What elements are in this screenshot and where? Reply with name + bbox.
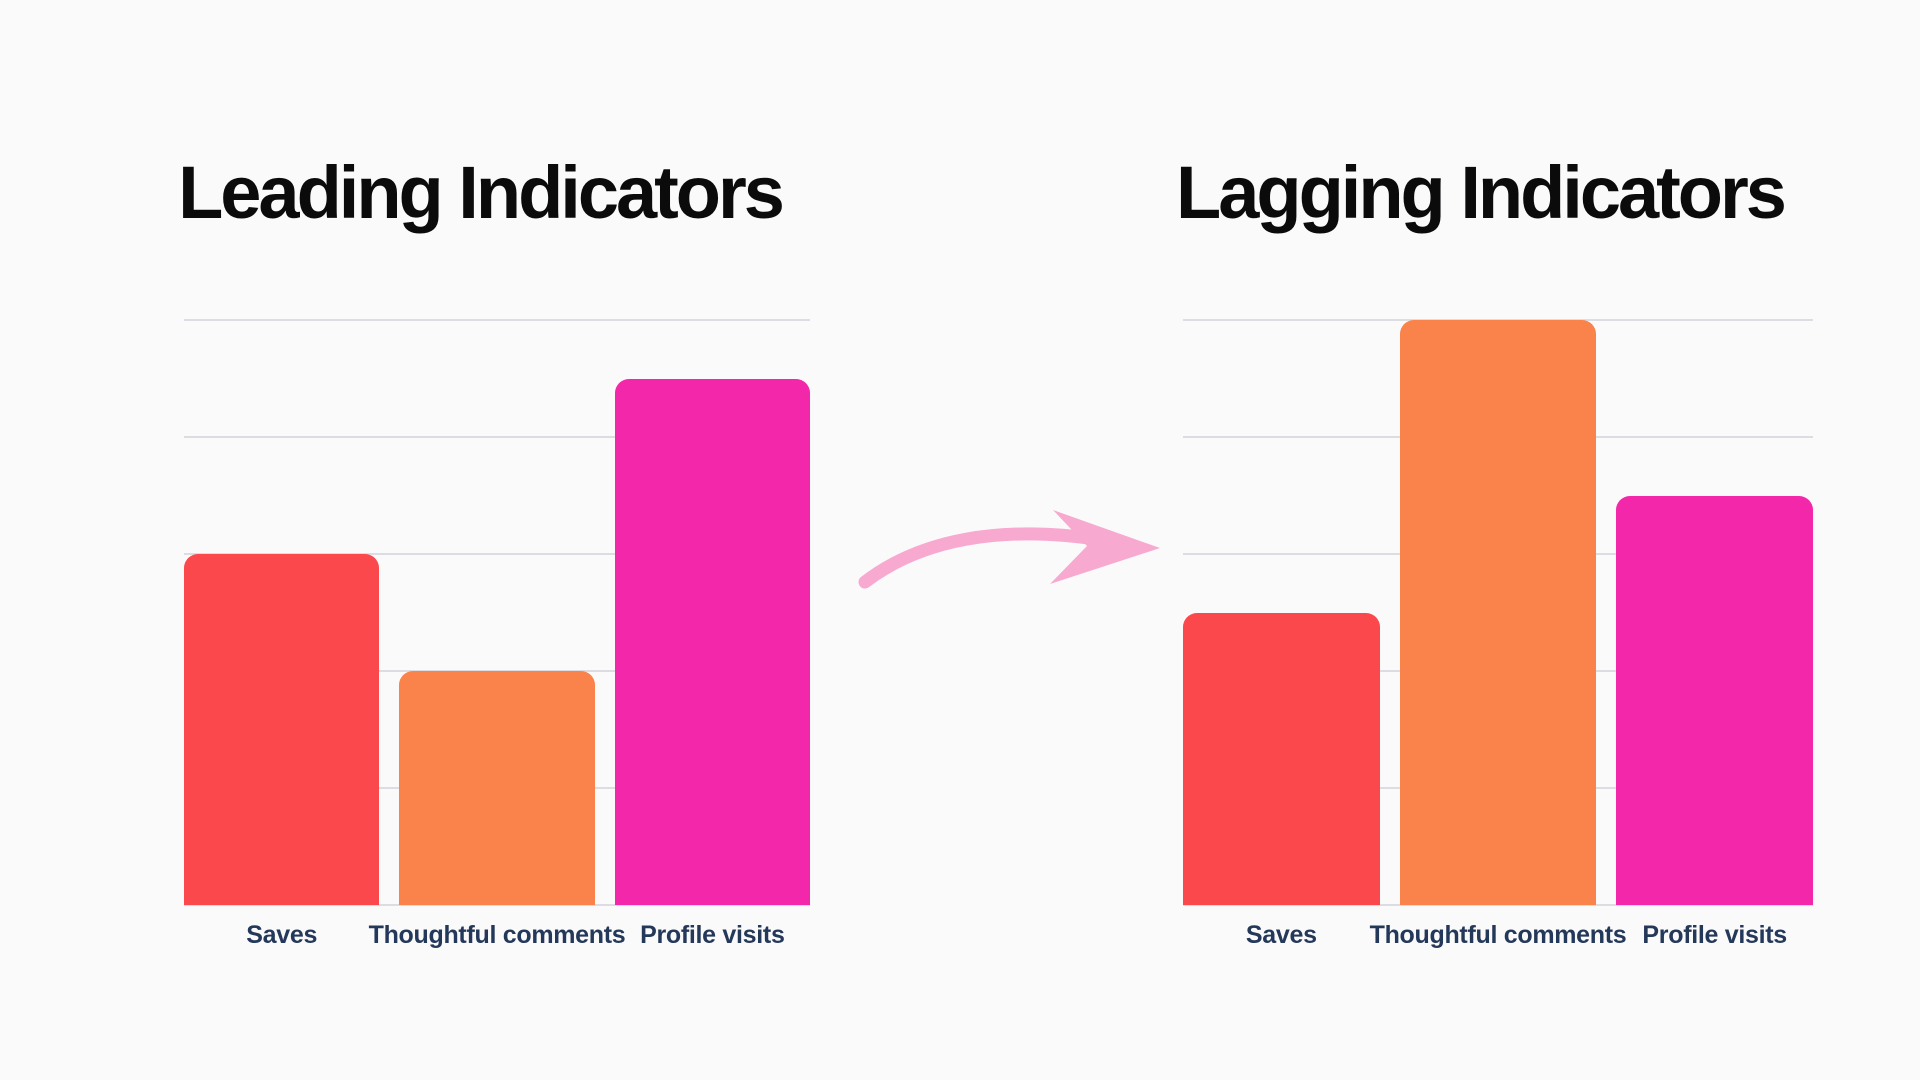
- bar-saves: [184, 554, 380, 905]
- gridline: [184, 904, 810, 906]
- leading-indicators-plot: Saves Thoughtful comments Profile visits: [184, 319, 810, 949]
- gridline: [184, 553, 810, 555]
- leading-indicators-title: Leading Indicators: [178, 151, 785, 234]
- arrow-head: [1050, 510, 1160, 584]
- axis-label-profile-visits: Profile visits: [640, 921, 785, 949]
- gridline: [184, 436, 810, 438]
- axis-label-thoughtful-comments: Thoughtful comments: [1369, 921, 1627, 949]
- gridline: [1183, 904, 1813, 906]
- bar-thoughtful-comments: [1399, 320, 1597, 905]
- bar-profile-visits: [1616, 495, 1813, 905]
- axis-label-profile-visits: Profile visits: [1642, 921, 1787, 949]
- bar-saves: [1183, 612, 1380, 905]
- axis-label-saves: Saves: [246, 921, 318, 949]
- bar-profile-visits: [614, 378, 810, 905]
- arrow-shaft: [858, 527, 1109, 589]
- bar-thoughtful-comments: [399, 671, 595, 905]
- lagging-indicators-plot: Saves Thoughtful comments Profile visits: [1183, 319, 1813, 949]
- growth-arrow-icon: [858, 510, 1160, 589]
- axis-label-saves: Saves: [1245, 921, 1317, 949]
- axis-label-thoughtful-comments: Thoughtful comments: [368, 921, 626, 949]
- gridline: [184, 319, 810, 321]
- lagging-indicators-title: Lagging Indicators: [1176, 151, 1787, 234]
